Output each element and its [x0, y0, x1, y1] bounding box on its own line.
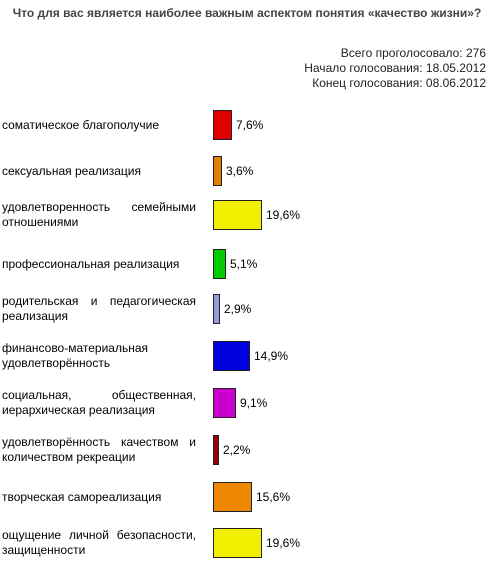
- total-votes: Всего проголосовало: 276: [340, 46, 486, 60]
- bar: [213, 435, 219, 465]
- bar-row: творческая самореализация 15,6%: [0, 482, 494, 514]
- value-label: 9,1%: [240, 396, 268, 410]
- poll-meta: Всего проголосовало: 276 Начало голосова…: [304, 46, 486, 91]
- value-label: 19,6%: [266, 208, 301, 222]
- category-label: соматическое благополучие: [2, 118, 159, 132]
- end-date: Конец голосования: 08.06.2012: [312, 76, 486, 90]
- bar-row: родительская и педагогическая реализация…: [0, 294, 494, 326]
- value-label: 2,9%: [224, 302, 252, 316]
- bar-row: сексуальная реализация 3,6%: [0, 156, 494, 188]
- value-label: 14,9%: [254, 349, 289, 363]
- bar-row: финансово-материальная удовлетворённость…: [0, 341, 494, 373]
- bar-row: удовлетворённость качеством и количество…: [0, 435, 494, 467]
- category-label: финансово-материальная удовлетворённость: [2, 341, 149, 370]
- category-label: удовлетворенность семейными отношениями: [2, 200, 196, 229]
- category-label: профессиональная реализация: [2, 257, 180, 271]
- bar: [213, 294, 220, 324]
- bar: [213, 249, 226, 279]
- category-label: родительская и педагогическая реализация: [2, 294, 196, 323]
- start-date: Начало голосования: 18.05.2012: [304, 61, 486, 75]
- bar-row: ощущение личной безопасности, защищеннос…: [0, 528, 494, 560]
- value-label: 2,2%: [223, 443, 251, 457]
- category-label: удовлетворённость качеством и количество…: [2, 435, 196, 464]
- value-label: 15,6%: [256, 490, 291, 504]
- bar-row: профессиональная реализация 5,1%: [0, 249, 494, 281]
- category-label: сексуальная реализация: [2, 164, 141, 178]
- bar: [213, 341, 250, 371]
- value-label: 19,6%: [266, 536, 301, 550]
- bar-row: социальная, общественная, иерархическая …: [0, 388, 494, 420]
- category-label: творческая самореализация: [2, 490, 162, 504]
- bar-row: удовлетворенность семейными отношениями 1…: [0, 200, 494, 232]
- bar: [213, 156, 222, 186]
- category-label: социальная, общественная, иерархическая …: [2, 388, 196, 417]
- poll-title: Что для вас является наиболее важным асп…: [12, 6, 482, 20]
- bar: [213, 388, 236, 418]
- bar: [213, 528, 262, 558]
- value-label: 7,6%: [236, 118, 264, 132]
- value-label: 5,1%: [230, 257, 258, 271]
- bar: [213, 482, 252, 512]
- bar-row: соматическое благополучие 7,6%: [0, 110, 494, 142]
- value-label: 3,6%: [226, 164, 254, 178]
- category-label: ощущение личной безопасности, защищеннос…: [2, 528, 196, 557]
- bar: [213, 200, 262, 230]
- bar: [213, 110, 232, 140]
